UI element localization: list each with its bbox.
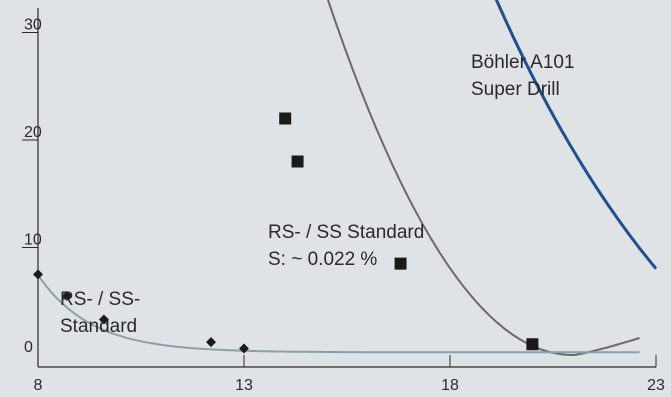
y-tick-label-30: 30: [24, 17, 42, 34]
y-tick-label-0: 0: [24, 339, 33, 356]
annotation-small: RS- / SS- Standard: [60, 289, 140, 337]
curves: [37, 0, 658, 356]
diamond-marker-3: [206, 337, 217, 348]
diamond-marker-2: [98, 314, 109, 325]
y-ticks: 01020304050607080: [22, 17, 42, 356]
square-marker-2: [291, 155, 304, 168]
square-marker-1: [279, 112, 292, 125]
square-marker-4: [526, 338, 539, 351]
annotation-standard: RS- / SS Standard S: ~ 0.022 %: [268, 222, 424, 270]
annotation-standard-line-1: RS- / SS Standard: [268, 222, 424, 243]
x-tick-label-13: 13: [235, 377, 253, 394]
markers: [33, 112, 539, 354]
annotation-small-line-1: RS- / SS-: [60, 289, 140, 310]
annotation-super-drill-line-1: Böhler A101: [471, 52, 575, 73]
y-tick-label-10: 10: [24, 232, 42, 249]
x-tick-label-8: 8: [34, 377, 43, 394]
series-small-curve: [37, 274, 640, 354]
series-super-drill-curve: [494, 0, 658, 270]
square-marker-3: [394, 257, 407, 270]
annotation-standard-line-2: S: ~ 0.022 %: [268, 249, 377, 270]
series-standard-curve: [326, 0, 640, 356]
annotation-super-drill: Böhler A101 Super Drill: [471, 52, 575, 100]
x-ticks: 8 13 18 23: [34, 355, 665, 394]
diamond-marker-4: [239, 343, 249, 354]
y-tick-label-20: 20: [24, 124, 42, 141]
annotation-small-line-2: Standard: [60, 316, 137, 337]
diamond-marker-1: [61, 290, 72, 301]
annotation-super-drill-line-2: Super Drill: [471, 79, 560, 100]
diamond-marker-0: [33, 269, 43, 280]
x-tick-label-18: 18: [441, 377, 459, 394]
x-tick-label-23: 23: [647, 377, 665, 394]
